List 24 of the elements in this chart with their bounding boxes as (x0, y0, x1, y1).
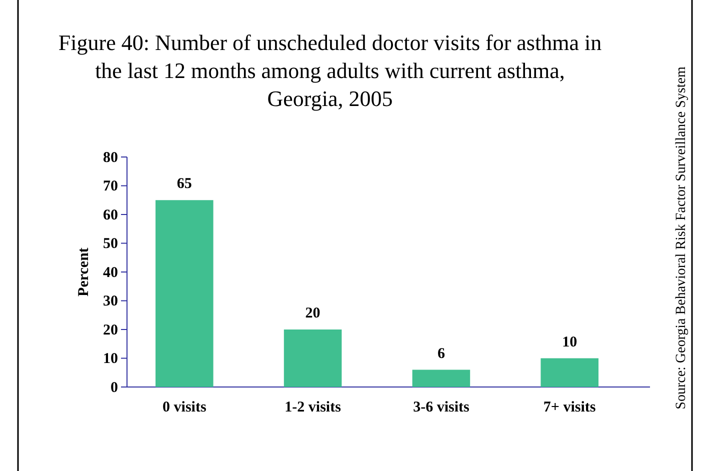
x-tick-label: 3-6 visits (413, 400, 470, 416)
bar (284, 330, 342, 387)
x-tick-label: 1-2 visits (284, 400, 342, 416)
y-tick-label: 20 (103, 322, 118, 338)
bar (412, 370, 470, 387)
y-tick-label: 80 (103, 150, 118, 166)
y-tick-label: 0 (110, 380, 118, 396)
x-tick-label: 0 visits (162, 400, 206, 416)
x-tick-label: 7+ visits (543, 400, 596, 416)
y-tick-label: 50 (103, 236, 118, 252)
y-tick-label: 40 (103, 264, 118, 281)
y-tick-label: 10 (103, 351, 118, 368)
bar (540, 358, 598, 387)
chart-title: Figure 40: Number of unscheduled doctor visits for asthma in the last 12 months among adults with current asthma, Georgia, 2005 (58, 30, 602, 111)
data-label: 20 (305, 306, 320, 322)
y-tick-label: 70 (103, 178, 118, 195)
data-label: 6 (437, 346, 446, 362)
y-tick-label: 30 (103, 294, 118, 310)
y-axis-title: Percent (76, 248, 92, 296)
source-note: Source: Georgia Behavioral Risk Factor Surveillance System (674, 66, 689, 410)
data-label: 10 (562, 334, 578, 350)
data-label: 65 (176, 176, 192, 192)
bar (156, 200, 214, 387)
y-tick-label: 60 (103, 207, 118, 224)
